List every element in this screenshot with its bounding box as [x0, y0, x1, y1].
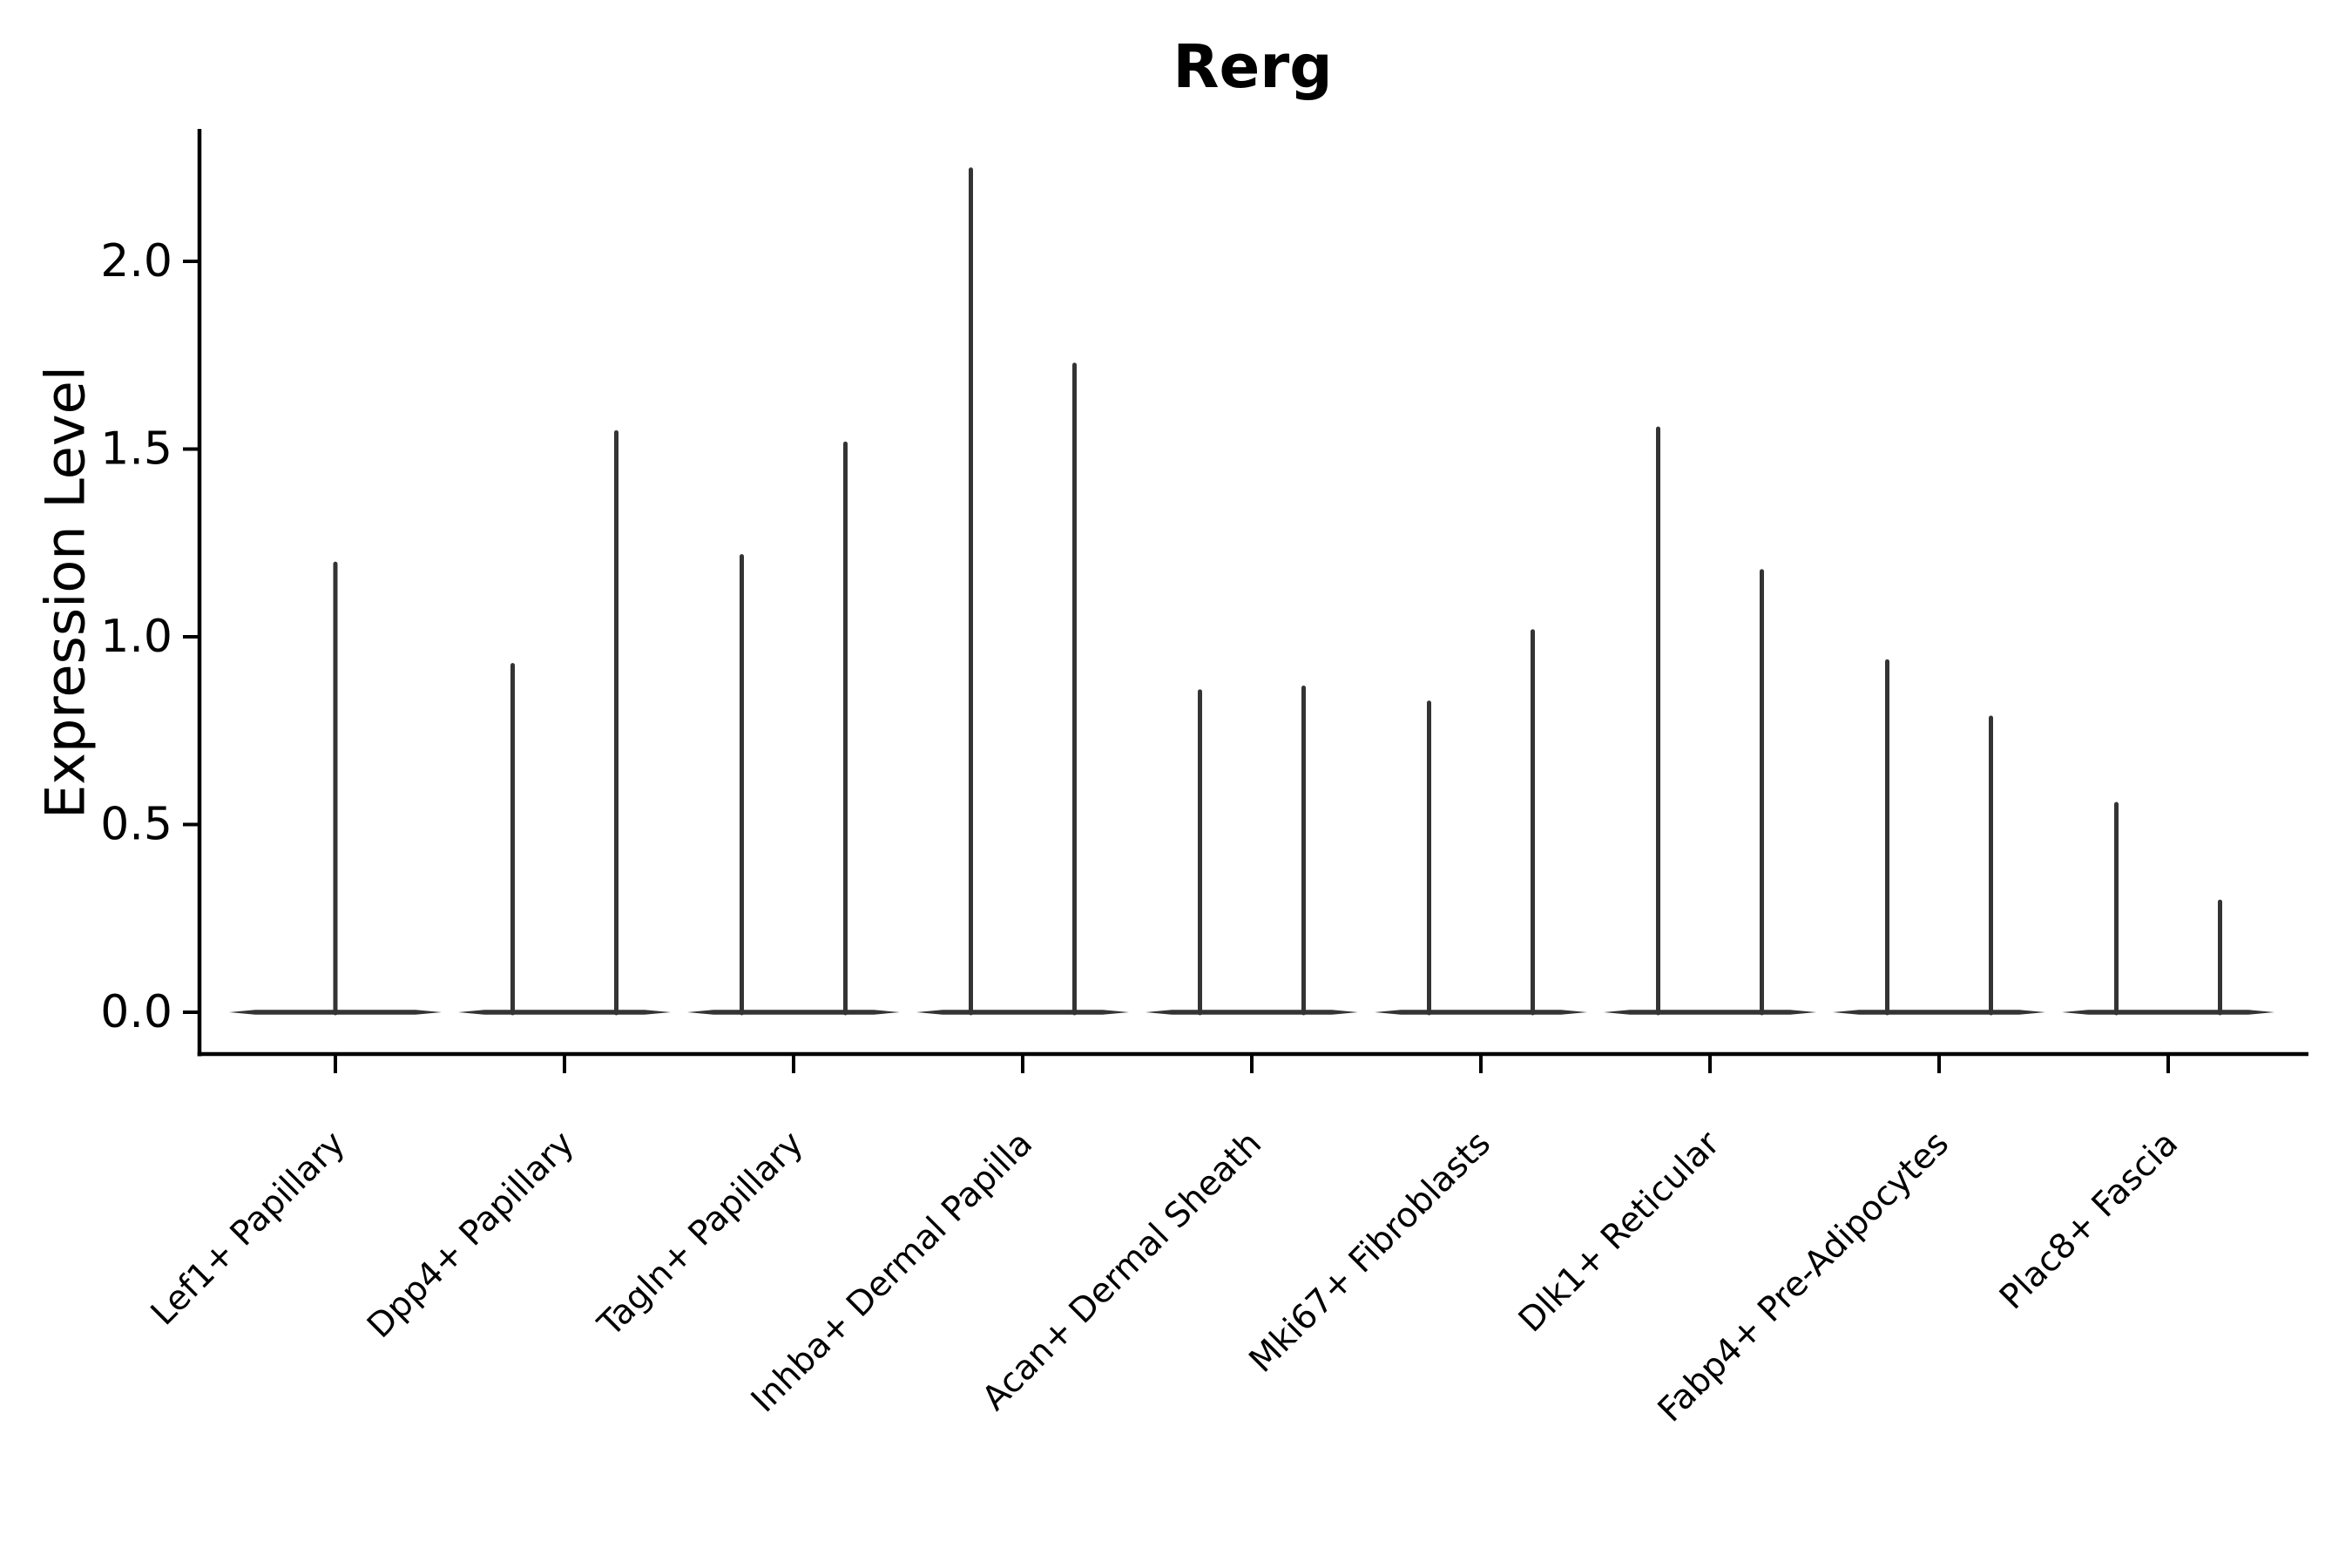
violin-base: [916, 1010, 1129, 1015]
violin-base: [1375, 1010, 1587, 1015]
violin-base: [1833, 1010, 2045, 1015]
violins: [229, 167, 2274, 1016]
violin-group: [1375, 629, 1587, 1016]
violin-group: [458, 429, 671, 1016]
violin-group: [916, 167, 1129, 1016]
violin-group: [1604, 426, 1816, 1016]
violin-group: [229, 561, 442, 1016]
violin-group: [1833, 659, 2045, 1016]
y-axis-label: Expression Level: [34, 366, 98, 819]
violin-base: [2062, 1010, 2274, 1015]
violin-group: [687, 441, 900, 1016]
violin-group: [2062, 801, 2274, 1016]
violin-base: [1146, 1010, 1358, 1015]
y-tick-label: 1.5: [100, 423, 172, 476]
y-tick-label: 1.0: [100, 611, 172, 663]
violin-base: [458, 1010, 671, 1015]
violin-group: [1146, 686, 1358, 1016]
y-tick-label: 0.0: [100, 986, 172, 1038]
violin-base: [1604, 1010, 1816, 1015]
violin-base: [687, 1010, 900, 1015]
y-tick-label: 2.0: [100, 235, 172, 287]
y-axis-ticks: 0.0 0.5 1.0 1.5 2.0: [100, 235, 199, 1038]
y-tick-label: 0.5: [100, 799, 172, 851]
chart-title: Rerg: [1173, 32, 1332, 102]
